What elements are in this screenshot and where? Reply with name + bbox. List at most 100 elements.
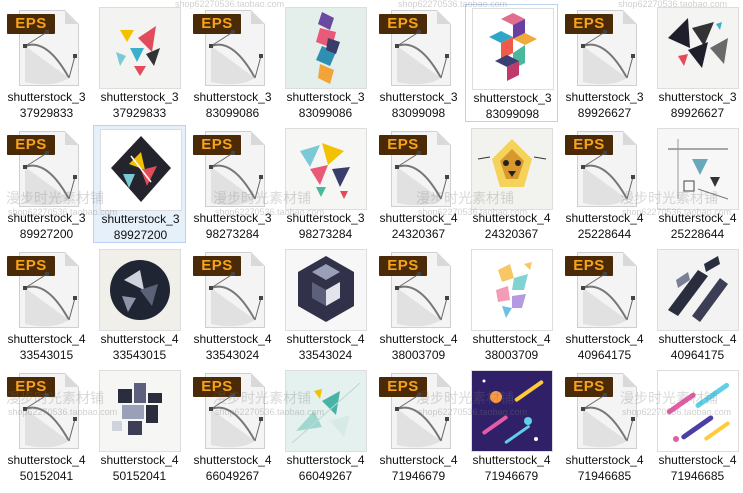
file-name-line1: shutterstock_4 [7, 453, 86, 467]
eps-file-thumbnail: EPS [379, 250, 459, 330]
file-item[interactable]: shutterstock_4 71946685 [651, 367, 743, 485]
eps-badge-icon: EPS [7, 14, 55, 34]
image-thumbnail [473, 9, 553, 89]
file-name: shutterstock_3 89927200 [0, 210, 93, 242]
file-name-line1: shutterstock_3 [101, 212, 180, 226]
eps-file-thumbnail: EPS [193, 250, 273, 330]
file-name-line1: shutterstock_4 [100, 453, 179, 467]
preview-pastel-thumbnail [472, 250, 552, 330]
image-thumbnail [658, 250, 738, 330]
file-name-line2: 40964175 [577, 348, 632, 362]
preview-triangles-thumbnail [100, 8, 180, 88]
file-item[interactable]: shutterstock_4 24320367 [465, 125, 558, 243]
file-name: shutterstock_3 83099098 [466, 90, 559, 122]
file-name-line1: shutterstock_3 [286, 211, 365, 225]
file-name-line1: shutterstock_4 [7, 332, 86, 346]
page-fold-icon [65, 10, 79, 24]
file-name-line2: 33543024 [298, 348, 353, 362]
file-name-line2: 71946685 [670, 469, 725, 483]
eps-file-thumbnail: EPS [565, 129, 645, 209]
preview-sketch-thumbnail [658, 129, 738, 209]
file-name-line2: 83099086 [205, 106, 260, 120]
file-item[interactable]: shutterstock_3 83099098 [465, 4, 558, 122]
file-name: shutterstock_3 83099086 [186, 89, 279, 121]
file-name-line1: shutterstock_4 [286, 453, 365, 467]
eps-badge-icon: EPS [379, 256, 427, 276]
file-name: shutterstock_4 38003709 [465, 331, 558, 363]
page-fold-icon [251, 131, 265, 145]
file-item[interactable]: shutterstock_4 40964175 [651, 246, 743, 364]
file-name-line2: 50152041 [19, 469, 74, 483]
file-name: shutterstock_4 66049267 [279, 452, 372, 484]
file-item[interactable]: EPS shutterstock_4 71946679 [372, 367, 465, 485]
file-item[interactable]: EPS shutterstock_3 83099098 [372, 4, 465, 122]
image-thumbnail [658, 371, 738, 451]
file-item[interactable]: EPS shutterstock_3 37929833 [0, 4, 93, 122]
file-name-line1: shutterstock_3 [658, 90, 737, 104]
file-item[interactable]: shutterstock_4 33543024 [279, 246, 372, 364]
file-name: shutterstock_4 71946679 [465, 452, 558, 484]
preview-diamond-thumbnail [101, 130, 181, 210]
bezier-curve-icon [209, 30, 263, 85]
file-name: shutterstock_4 38003709 [372, 331, 465, 363]
eps-badge-icon: EPS [193, 135, 241, 155]
page-fold-icon [623, 10, 637, 24]
file-item[interactable]: EPS shutterstock_3 98273284 [186, 125, 279, 243]
file-name-line2: 66049267 [205, 469, 260, 483]
file-name: shutterstock_3 83099098 [372, 89, 465, 121]
file-item[interactable]: shutterstock_4 38003709 [465, 246, 558, 364]
file-item[interactable]: EPS shutterstock_3 89926627 [558, 4, 651, 122]
file-item[interactable]: shutterstock_3 89926627 [651, 4, 743, 122]
eps-badge-icon: EPS [565, 256, 613, 276]
file-name: shutterstock_4 24320367 [465, 210, 558, 242]
eps-badge-icon: EPS [379, 135, 427, 155]
bezier-curve-icon [395, 393, 449, 448]
file-name: shutterstock_3 98273284 [279, 210, 372, 242]
file-item[interactable]: shutterstock_4 66049267 [279, 367, 372, 485]
page-fold-icon [437, 252, 451, 266]
file-name-line1: shutterstock_4 [100, 332, 179, 346]
file-item[interactable]: shutterstock_3 83099086 [279, 4, 372, 122]
file-item[interactable]: EPS shutterstock_4 33543024 [186, 246, 279, 364]
image-thumbnail [472, 250, 552, 330]
file-item[interactable]: shutterstock_3 98273284 [279, 125, 372, 243]
file-item[interactable]: shutterstock_3 89927200 [93, 125, 186, 243]
file-name: shutterstock_3 37929833 [93, 89, 186, 121]
preview-teal-thumbnail [286, 371, 366, 451]
file-item[interactable]: EPS shutterstock_4 24320367 [372, 125, 465, 243]
file-name-line1: shutterstock_4 [658, 332, 737, 346]
file-item[interactable]: shutterstock_3 37929833 [93, 4, 186, 122]
file-name-line2: 89927200 [113, 228, 168, 242]
file-name-line2: 98273284 [298, 227, 353, 241]
file-item[interactable]: EPS shutterstock_4 33543015 [0, 246, 93, 364]
file-name-line1: shutterstock_3 [100, 90, 179, 104]
file-item[interactable]: EPS shutterstock_3 89927200 [0, 125, 93, 243]
page-fold-icon [251, 373, 265, 387]
file-item[interactable]: EPS shutterstock_4 66049267 [186, 367, 279, 485]
image-thumbnail [100, 8, 180, 88]
page-fold-icon [437, 10, 451, 24]
eps-file-thumbnail: EPS [379, 129, 459, 209]
bezier-curve-icon [23, 393, 77, 448]
file-item[interactable]: EPS shutterstock_4 25228644 [558, 125, 651, 243]
file-item[interactable]: EPS shutterstock_4 38003709 [372, 246, 465, 364]
page-fold-icon [65, 373, 79, 387]
file-name: shutterstock_4 71946685 [651, 452, 743, 484]
bezier-curve-icon [395, 30, 449, 85]
file-item[interactable]: EPS shutterstock_4 40964175 [558, 246, 651, 364]
file-item[interactable]: shutterstock_4 33543015 [93, 246, 186, 364]
eps-badge-icon: EPS [565, 135, 613, 155]
file-item[interactable]: shutterstock_4 25228644 [651, 125, 743, 243]
page-fold-icon [437, 373, 451, 387]
file-item[interactable]: EPS shutterstock_4 71946685 [558, 367, 651, 485]
file-item[interactable]: shutterstock_4 50152041 [93, 367, 186, 485]
file-item[interactable]: shutterstock_4 71946679 [465, 367, 558, 485]
eps-file-thumbnail: EPS [193, 8, 273, 88]
file-name: shutterstock_4 71946685 [558, 452, 651, 484]
file-item[interactable]: EPS shutterstock_4 50152041 [0, 367, 93, 485]
file-name-line2: 71946679 [391, 469, 446, 483]
file-item[interactable]: EPS shutterstock_3 83099086 [186, 4, 279, 122]
file-name-line2: 40964175 [670, 348, 725, 362]
file-name-line2: 25228644 [577, 227, 632, 241]
file-name-line1: shutterstock_4 [472, 211, 551, 225]
